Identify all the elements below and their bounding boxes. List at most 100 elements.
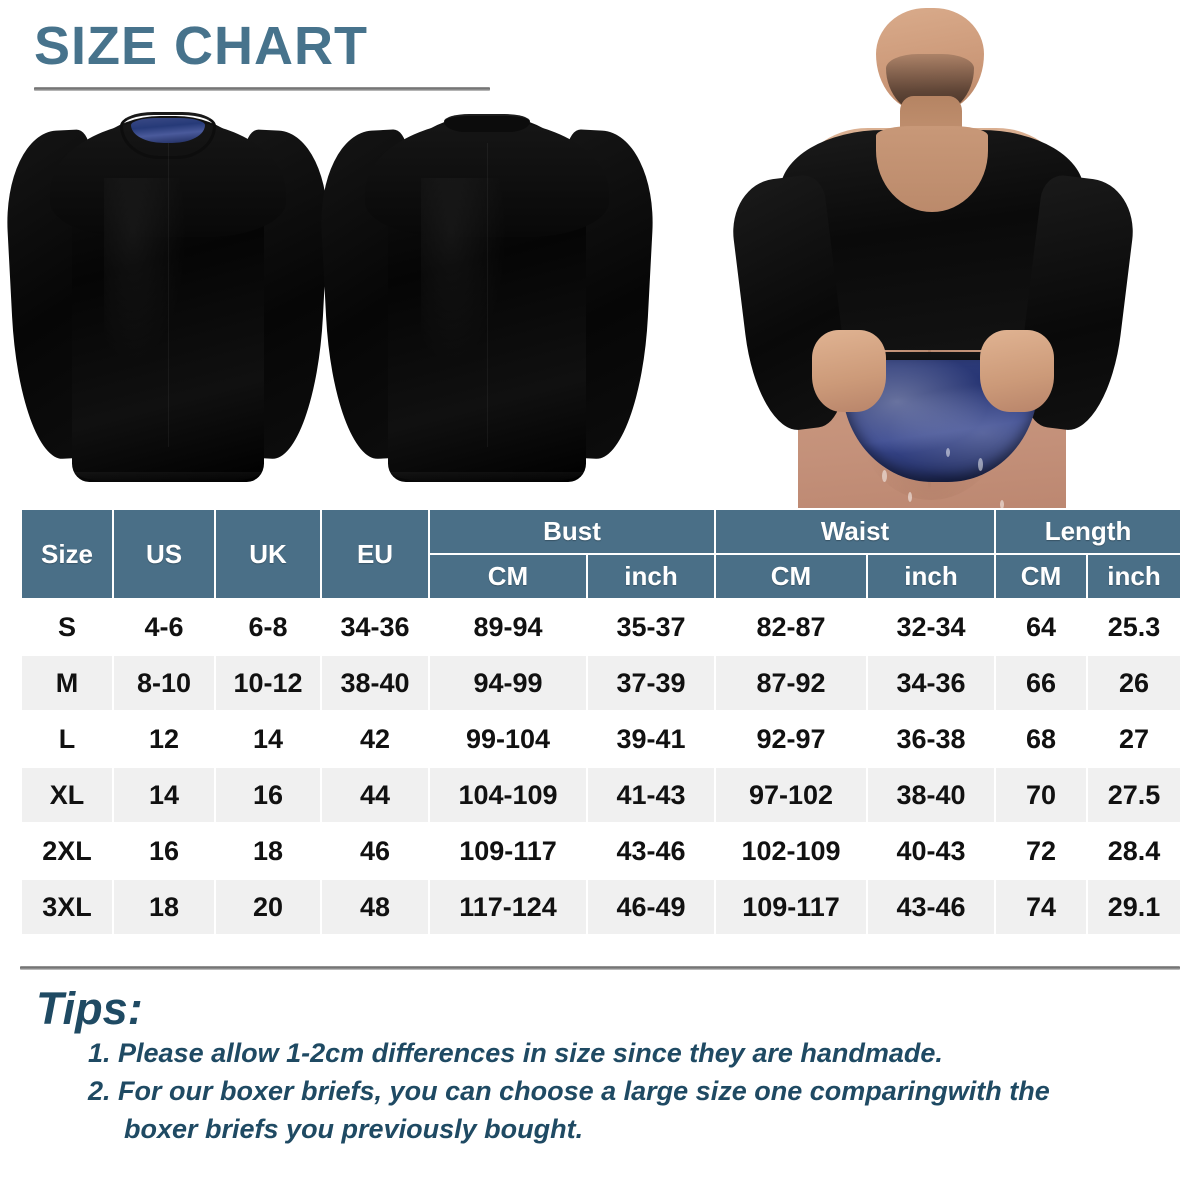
cell-bust-inch: 37-39 bbox=[586, 654, 716, 712]
shirt-back-collar bbox=[444, 114, 530, 132]
header-bust-cm: CM bbox=[428, 553, 588, 600]
cell-waist-inch: 40-43 bbox=[865, 822, 997, 880]
sweat-drop bbox=[946, 448, 950, 457]
cell-waist-inch: 38-40 bbox=[865, 766, 997, 824]
shirt-back-center-seam bbox=[487, 142, 488, 448]
header-bust: Bust bbox=[428, 508, 716, 555]
tip-line-2: 2. For our boxer briefs, you can choose … bbox=[88, 1075, 1050, 1106]
header-bust-inch: inch bbox=[586, 553, 716, 600]
cell-waist-cm: 92-97 bbox=[714, 710, 868, 768]
cell-bust-cm: 99-104 bbox=[428, 710, 588, 768]
shirt-front-image bbox=[2, 100, 334, 490]
cell-eu: 38-40 bbox=[320, 654, 430, 712]
cell-size: 2XL bbox=[20, 822, 114, 880]
shirt-back-shoulder bbox=[364, 119, 610, 237]
cell-length-inch: 27 bbox=[1086, 710, 1183, 768]
header-eu: EU bbox=[320, 508, 430, 600]
cell-uk: 6-8 bbox=[214, 598, 322, 656]
sweat-drop bbox=[1000, 500, 1004, 509]
cell-waist-cm: 109-117 bbox=[714, 878, 868, 936]
cell-eu: 48 bbox=[320, 878, 430, 936]
cell-waist-cm: 82-87 bbox=[714, 598, 868, 656]
cell-bust-inch: 35-37 bbox=[586, 598, 716, 656]
cell-uk: 10-12 bbox=[214, 654, 322, 712]
cell-us: 8-10 bbox=[112, 654, 216, 712]
cell-length-cm: 64 bbox=[994, 598, 1089, 656]
table-row: S 4-6 6-8 34-36 89-94 35-37 82-87 32-34 … bbox=[20, 598, 1183, 656]
sweat-drop bbox=[908, 492, 912, 502]
cell-uk: 20 bbox=[214, 878, 322, 936]
cell-length-inch: 29.1 bbox=[1086, 878, 1183, 936]
cell-bust-cm: 104-109 bbox=[428, 766, 588, 824]
cell-bust-inch: 41-43 bbox=[586, 766, 716, 824]
cell-waist-inch: 43-46 bbox=[865, 878, 997, 936]
shirt-hem bbox=[75, 472, 261, 485]
header-waist: Waist bbox=[713, 508, 997, 555]
cell-bust-cm: 89-94 bbox=[428, 598, 588, 656]
cell-bust-cm: 94-99 bbox=[428, 654, 588, 712]
cell-size: 3XL bbox=[20, 878, 114, 936]
cell-waist-cm: 87-92 bbox=[714, 654, 868, 712]
cell-waist-cm: 102-109 bbox=[714, 822, 868, 880]
table-body: S 4-6 6-8 34-36 89-94 35-37 82-87 32-34 … bbox=[20, 598, 1183, 936]
cell-us: 14 bbox=[112, 766, 216, 824]
tip-line-3: boxer briefs you previously bought. bbox=[124, 1114, 584, 1145]
header-uk: UK bbox=[214, 508, 322, 600]
table-row: L 12 14 42 99-104 39-41 92-97 36-38 68 2… bbox=[20, 710, 1183, 768]
table-row: M 8-10 10-12 38-40 94-99 37-39 87-92 34-… bbox=[20, 654, 1183, 712]
tips-divider bbox=[20, 966, 1180, 970]
cell-size: S bbox=[20, 598, 114, 656]
header-length-inch: inch bbox=[1086, 553, 1183, 600]
cell-length-inch: 28.4 bbox=[1086, 822, 1183, 880]
sweat-drop bbox=[882, 470, 887, 482]
cell-us: 16 bbox=[112, 822, 216, 880]
table-header-row-1: Size US UK EU Bust Waist Length bbox=[20, 508, 1183, 600]
table-row: XL 14 16 44 104-109 41-43 97-102 38-40 7… bbox=[20, 766, 1183, 824]
cell-bust-inch: 39-41 bbox=[586, 710, 716, 768]
cell-uk: 16 bbox=[214, 766, 322, 824]
title-block: SIZE CHART bbox=[34, 18, 504, 91]
size-chart-table: Size US UK EU Bust Waist Length CM inch … bbox=[20, 508, 1183, 936]
product-gallery bbox=[0, 0, 1200, 608]
cell-waist-cm: 97-102 bbox=[714, 766, 868, 824]
cell-us: 4-6 bbox=[112, 598, 216, 656]
cell-bust-cm: 109-117 bbox=[428, 822, 588, 880]
cell-bust-inch: 46-49 bbox=[586, 878, 716, 936]
cell-bust-inch: 43-46 bbox=[586, 822, 716, 880]
cell-size: XL bbox=[20, 766, 114, 824]
tip-line-1: 1. Please allow 1-2cm differences in siz… bbox=[88, 1037, 943, 1068]
shirt-front-illustration bbox=[2, 100, 334, 490]
cell-length-cm: 72 bbox=[994, 822, 1089, 880]
table-row: 2XL 16 18 46 109-117 43-46 102-109 40-43… bbox=[20, 822, 1183, 880]
page-title: SIZE CHART bbox=[34, 16, 368, 76]
title-divider bbox=[34, 86, 490, 91]
header-length-cm: CM bbox=[994, 553, 1089, 600]
cell-length-cm: 70 bbox=[994, 766, 1089, 824]
header-us: US bbox=[112, 508, 216, 600]
cell-waist-inch: 32-34 bbox=[865, 598, 997, 656]
cell-us: 12 bbox=[112, 710, 216, 768]
shirt-back-hem bbox=[391, 472, 583, 485]
cell-us: 18 bbox=[112, 878, 216, 936]
cell-waist-inch: 36-38 bbox=[865, 710, 997, 768]
cell-length-inch: 26 bbox=[1086, 654, 1183, 712]
cell-uk: 14 bbox=[214, 710, 322, 768]
cell-eu: 44 bbox=[320, 766, 430, 824]
header-size: Size bbox=[20, 508, 114, 600]
cell-length-cm: 68 bbox=[994, 710, 1089, 768]
shirt-center-seam bbox=[168, 142, 169, 448]
table-header: Size US UK EU Bust Waist Length CM inch … bbox=[20, 508, 1183, 600]
cell-eu: 46 bbox=[320, 822, 430, 880]
cell-eu: 42 bbox=[320, 710, 430, 768]
sweat-drop bbox=[978, 458, 983, 471]
cell-waist-inch: 34-36 bbox=[865, 654, 997, 712]
cell-uk: 18 bbox=[214, 822, 322, 880]
cell-bust-cm: 117-124 bbox=[428, 878, 588, 936]
shirt-back-image bbox=[316, 100, 658, 490]
tips-heading: Tips: bbox=[36, 983, 143, 1034]
cell-length-cm: 74 bbox=[994, 878, 1089, 936]
header-length: Length bbox=[994, 508, 1183, 555]
header-waist-inch: inch bbox=[865, 553, 997, 600]
shirt-back-illustration bbox=[316, 100, 658, 490]
